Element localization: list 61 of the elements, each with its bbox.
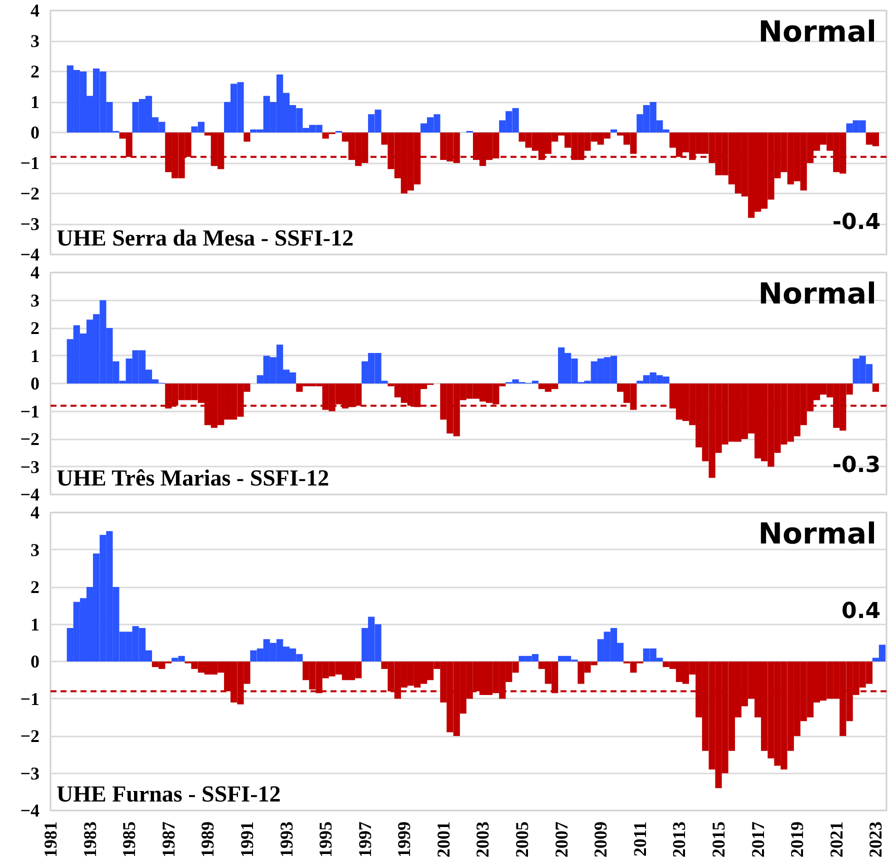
x-tick-label: 1987 bbox=[158, 822, 178, 858]
x-tick-label: 1995 bbox=[316, 822, 336, 858]
text: UHE Três Marias - SSFI-12 bbox=[56, 466, 330, 490]
text: UHE Furnas - SSFI-12 bbox=[56, 782, 281, 806]
y-tick-label: −3 bbox=[20, 456, 40, 477]
y-tick-label: −3 bbox=[20, 214, 40, 234]
y-tick-label: −2 bbox=[20, 429, 40, 449]
y-tick-label: 0 bbox=[30, 652, 40, 672]
bar bbox=[610, 129, 618, 132]
x-tick-label: 1989 bbox=[198, 822, 218, 858]
y-tick-label: −3 bbox=[20, 763, 40, 784]
y-tick-label: 1 bbox=[30, 346, 40, 366]
x-tick-label: 1985 bbox=[119, 822, 140, 858]
x-tick-label: 2013 bbox=[669, 822, 690, 858]
y-tick-label: 3 bbox=[30, 540, 40, 560]
y-tick-label: −1 bbox=[20, 153, 40, 173]
y-tick-label: −4 bbox=[20, 244, 40, 264]
annotation: -0.3 bbox=[832, 452, 881, 478]
x-tick-label: 2021 bbox=[826, 822, 846, 858]
x-tick-label: 2023 bbox=[866, 822, 886, 858]
y-tick-label: −4 bbox=[20, 800, 40, 820]
x-tick-label: 1983 bbox=[80, 822, 100, 858]
x-tick-label: 2003 bbox=[472, 822, 493, 858]
x-tick-label: 1993 bbox=[276, 822, 296, 858]
y-tick-label: −2 bbox=[20, 184, 40, 204]
y-tick-label: 4 bbox=[30, 262, 40, 282]
y-tick-label: 4 bbox=[30, 0, 40, 20]
x-tick-label: 1981 bbox=[40, 822, 60, 858]
y-tick-label: −4 bbox=[20, 484, 40, 504]
annotation: Normal bbox=[758, 516, 877, 550]
x-tick-label: 2009 bbox=[590, 822, 611, 858]
y-tick-label: −1 bbox=[20, 401, 40, 422]
y-tick-label: 2 bbox=[30, 577, 40, 597]
annotation: -0.4 bbox=[832, 210, 881, 235]
x-tick-label: 2015 bbox=[708, 822, 729, 858]
annotation: Normal bbox=[758, 14, 877, 48]
annotation: 0.4 bbox=[842, 598, 881, 624]
x-tick-label: 2011 bbox=[630, 821, 650, 857]
x-tick-label: 2005 bbox=[512, 822, 532, 858]
y-tick-label: 3 bbox=[30, 290, 40, 310]
x-tick-label: 1997 bbox=[354, 822, 375, 858]
x-tick-label: 1991 bbox=[236, 822, 257, 858]
y-tick-label: 0 bbox=[30, 374, 40, 394]
y-tick-label: 1 bbox=[30, 614, 40, 634]
bar bbox=[244, 132, 250, 142]
x-tick-label: 2019 bbox=[787, 822, 808, 858]
y-tick-label: 1 bbox=[30, 92, 40, 112]
y-tick-label: 3 bbox=[30, 31, 40, 51]
y-tick-label: 2 bbox=[30, 62, 40, 82]
y-tick-label: −2 bbox=[20, 726, 40, 746]
x-tick-label: 2001 bbox=[433, 822, 454, 858]
annotation: Normal bbox=[758, 276, 877, 310]
text: UHE Serra da Mesa - SSFI-12 bbox=[56, 226, 354, 250]
y-tick-label: 2 bbox=[30, 318, 40, 338]
x-tick-label: 1999 bbox=[394, 822, 414, 858]
bar bbox=[872, 384, 879, 392]
x-tick-label: 2017 bbox=[748, 822, 768, 858]
y-tick-label: 0 bbox=[30, 122, 40, 142]
y-tick-label: −1 bbox=[20, 688, 40, 709]
y-tick-label: 4 bbox=[30, 502, 40, 522]
x-tick-label: 2007 bbox=[551, 822, 572, 858]
